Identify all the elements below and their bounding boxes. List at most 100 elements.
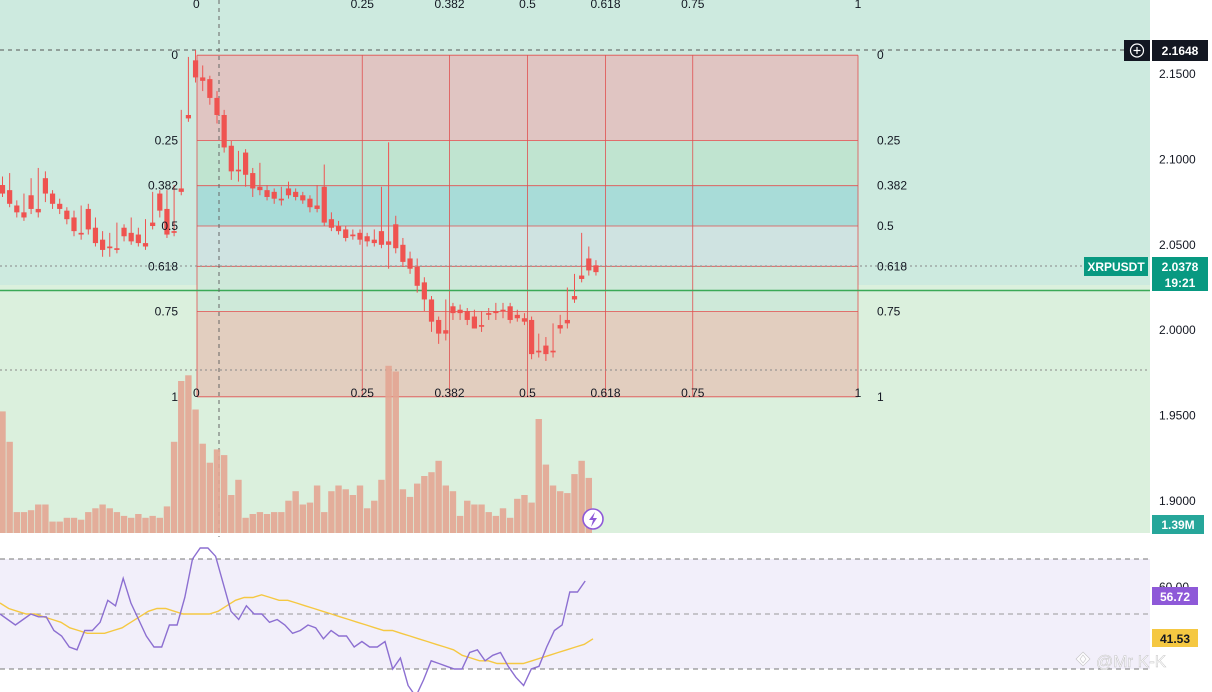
fib-bottom-label: 0.382 <box>434 386 464 400</box>
volume-bar <box>449 491 457 533</box>
volume-bar <box>442 485 449 533</box>
candle-body <box>35 208 41 213</box>
candle-body <box>128 232 134 242</box>
volume-bar <box>535 419 542 533</box>
candle-body <box>493 311 499 314</box>
volume-bar <box>557 491 564 533</box>
volume-bar <box>20 512 28 533</box>
candle-body <box>278 198 284 201</box>
fib-top-label: 0.75 <box>681 0 705 11</box>
candle-body <box>343 229 349 238</box>
volume-bar <box>385 365 392 533</box>
candle-body <box>114 248 120 250</box>
candle-body <box>185 114 191 119</box>
candle-body <box>64 210 70 220</box>
volume-bar <box>228 495 235 533</box>
candle-body <box>7 190 13 204</box>
crosshair-price-value: 2.1648 <box>1162 44 1199 58</box>
fib-bottom-label: 1 <box>855 386 862 400</box>
volume-bar <box>27 510 35 533</box>
candle-body <box>164 208 170 235</box>
symbol-label: XRPUSDT <box>1087 260 1145 274</box>
volume-bar <box>249 514 256 533</box>
volume-bar <box>321 512 328 533</box>
price-tick-label: 2.0500 <box>1159 238 1196 252</box>
candle-body <box>393 224 399 249</box>
volume-bar <box>271 512 278 533</box>
candle-body <box>57 203 63 209</box>
candle-body <box>264 190 270 197</box>
watermark: @Mr K-K <box>1075 651 1167 671</box>
volume-bar <box>542 464 550 533</box>
volume-bar <box>342 489 349 533</box>
candle-body <box>357 232 363 240</box>
fib-right-label: 0.382 <box>877 179 907 193</box>
volume-bar <box>571 474 578 533</box>
fib-left-label: 1 <box>171 390 178 404</box>
volume-bar <box>349 495 357 533</box>
rsi-value-badge: 56.72 <box>1152 587 1198 605</box>
candle-body <box>92 227 99 244</box>
volume-bar <box>528 502 535 533</box>
fib-top-label: 1 <box>855 0 862 11</box>
volume-bar <box>63 517 71 533</box>
volume-bar <box>363 508 371 533</box>
lightning-icon[interactable] <box>582 508 604 530</box>
volume-bar <box>0 411 6 533</box>
fib-top-label: 0.382 <box>434 0 464 11</box>
volume-bar <box>242 517 249 533</box>
fib-top-label: 0.618 <box>590 0 620 11</box>
volume-bar <box>85 512 92 533</box>
fib-left-label: 0.75 <box>155 304 179 318</box>
candle-body <box>471 316 477 329</box>
candle-body <box>257 186 263 191</box>
price-tick-label: 2.0000 <box>1159 323 1196 337</box>
volume-bar <box>170 441 178 533</box>
candle-body <box>450 306 456 314</box>
candle-body <box>293 191 299 197</box>
volume-bar <box>428 472 435 533</box>
volume-bar <box>106 508 113 533</box>
candle-body <box>486 313 492 315</box>
candle-body <box>514 314 520 319</box>
fib-left-label: 0.5 <box>161 219 178 233</box>
candle-body <box>285 188 292 196</box>
candle-body <box>414 267 420 286</box>
candle-body <box>478 325 485 327</box>
price-tick-label: 2.1000 <box>1159 152 1196 166</box>
volume-bar <box>478 504 485 533</box>
fib-bottom-label: 0.618 <box>590 386 620 400</box>
volume-bar <box>113 512 121 533</box>
volume-bar <box>392 371 399 533</box>
candle-body <box>564 319 570 324</box>
volume-bar <box>464 500 471 533</box>
candle-body <box>335 226 342 232</box>
candle-body <box>107 246 113 249</box>
last-price-value: 2.0378 <box>1162 260 1199 274</box>
volume-value: 1.39M <box>1161 518 1194 532</box>
candle-body <box>421 282 427 300</box>
fib-bottom-label: 0.75 <box>681 386 705 400</box>
candle-body <box>579 275 585 279</box>
candle-body <box>400 244 406 262</box>
volume-bar <box>471 504 478 533</box>
candle-body <box>221 114 227 148</box>
volume-bar <box>549 485 557 533</box>
candle-body <box>371 239 377 244</box>
fib-left-label: 0.382 <box>148 179 178 193</box>
volume-bar <box>135 514 142 533</box>
candle-body <box>157 193 163 211</box>
candle-body <box>571 296 578 300</box>
volume-bar <box>371 500 378 533</box>
fib-left-labels: 0 0.25 0.382 0.5 0.618 0.75 1 <box>148 48 178 404</box>
rsi-ma-badge: 41.53 <box>1152 629 1198 647</box>
volume-bar <box>199 443 206 533</box>
rsi-ma-value: 41.53 <box>1160 632 1190 646</box>
volume-bar <box>120 515 128 533</box>
candle-body <box>507 306 513 320</box>
price-axis-ticks: 2.1500 2.1000 2.0500 2.0000 1.9500 1.9000 <box>1159 67 1196 508</box>
volume-bar <box>335 485 342 533</box>
fib-right-label: 0.75 <box>877 304 901 318</box>
volume-bar <box>313 485 321 533</box>
